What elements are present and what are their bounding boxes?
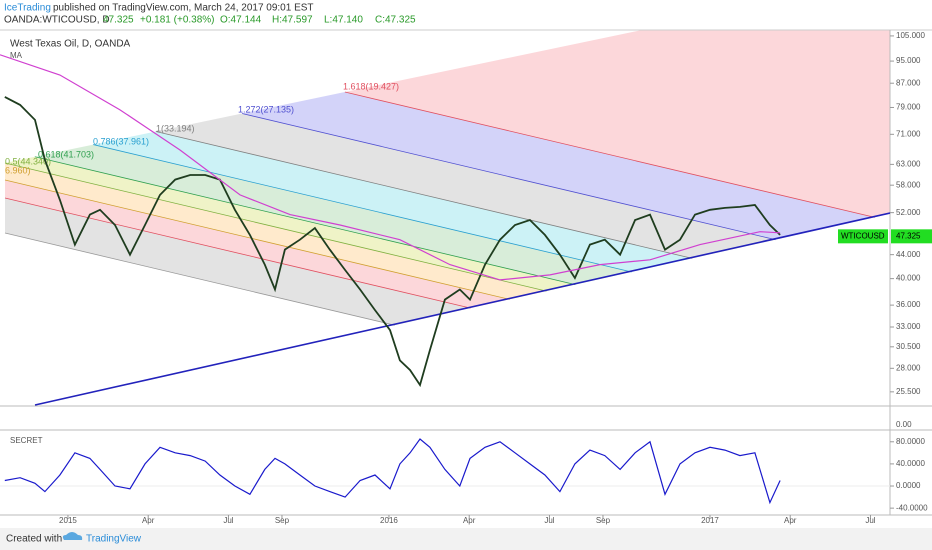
x-tick-label: 2017: [701, 516, 719, 525]
logo: [62, 532, 83, 540]
x-tick-label: Sep: [275, 516, 290, 525]
price: 47.325: [103, 15, 134, 26]
fib-label: 1.272(27.135): [238, 104, 294, 114]
y-tick-label: 71.000: [896, 129, 921, 138]
fib-band: [34, 144, 632, 285]
price-tag: [891, 229, 932, 244]
y-tick-label: 25.500: [896, 387, 921, 396]
fib-line: [4, 197, 471, 309]
fib-label: 1.618(19.427): [343, 81, 399, 91]
fib-line: [4, 232, 395, 326]
y-tick-label: 58.000: [896, 180, 921, 189]
fib-band: [93, 131, 693, 272]
x-tick-label: Apr: [784, 516, 797, 525]
y-tick-label: 80.0000: [896, 437, 925, 446]
fib-line: [93, 144, 632, 273]
fib-line: [155, 131, 693, 259]
y-tick-label: 28.000: [896, 363, 921, 372]
y-tick-label: 0.00: [896, 420, 912, 429]
series-line: [4, 96, 781, 388]
y-tick-label: 95.000: [896, 56, 921, 65]
series-line: [0, 54, 781, 281]
y-tick-label: 63.000: [896, 159, 921, 168]
fib-line: [241, 113, 776, 241]
fib-band: [242, 92, 875, 240]
fib-band: [155, 113, 776, 259]
fib-band: [5, 198, 471, 326]
x-tick-label: Jul: [865, 516, 875, 525]
fib-band: [344, 30, 890, 218]
fib-line: [344, 91, 875, 218]
x-tick-label: Jul: [223, 516, 233, 525]
footer: [0, 528, 932, 550]
trend-line: [34, 212, 891, 406]
footer-text: Created with: [6, 534, 62, 545]
x-tick-label: Apr: [463, 516, 476, 525]
y-tick-label: -40.0000: [896, 503, 928, 512]
author: IceTrading: [4, 3, 51, 14]
y-tick-label: 36.000: [896, 300, 921, 309]
y-tick-label: 40.000: [896, 274, 921, 283]
footer-brand: TradingView: [86, 534, 142, 545]
series-line: [4, 438, 781, 505]
y-tick-label: 33.000: [896, 322, 921, 331]
open: O:47.144: [220, 15, 262, 26]
y-tick-label: 105.000: [896, 31, 925, 40]
fib-label: 0.786(37.961): [93, 136, 149, 146]
fib-label: 6.960): [5, 165, 31, 175]
x-tick-label: Jul: [544, 516, 554, 525]
symbol: OANDA:WTICOUSD, D: [4, 15, 110, 26]
fib-label: 0.5(44.340): [5, 156, 51, 166]
y-tick-label: 30.500: [896, 342, 921, 351]
fib-band: [5, 180, 510, 309]
y-tick-label: 40.0000: [896, 459, 925, 468]
fib-line: [4, 179, 510, 300]
fib-channel: [4, 30, 890, 326]
low: L:47.140: [324, 15, 363, 26]
panel-title: SECRET: [10, 436, 43, 445]
y-tick-label: 52.000: [896, 208, 921, 217]
x-tick-label: 2015: [59, 516, 77, 525]
y-tick-label: 87.000: [896, 78, 921, 87]
fib-label: 1(33.194): [156, 123, 195, 133]
x-tick-label: Sep: [596, 516, 611, 525]
chart-title: West Texas Oil, D, OANDA: [10, 39, 131, 50]
fib-band: [5, 156, 576, 292]
y-tick-label: 0.0000: [896, 481, 921, 490]
price-tag-name: WTICOUSD: [841, 231, 885, 240]
close: C:47.325: [375, 15, 416, 26]
legend-label: MA: [10, 51, 23, 60]
x-tick-label: 2016: [380, 516, 398, 525]
published: published on TradingView.com, March 24, …: [53, 3, 314, 14]
change: +0.181 (+0.38%): [140, 15, 215, 26]
fib-label: 0.618(41.703): [38, 149, 94, 159]
fib-line: [4, 162, 547, 292]
price-tag-value: 47.325: [896, 231, 921, 240]
price-tag: [838, 229, 888, 244]
x-tick-label: Apr: [142, 516, 155, 525]
y-tick-label: 44.000: [896, 250, 921, 259]
y-tick-label: 79.000: [896, 103, 921, 112]
high: H:47.597: [272, 15, 313, 26]
fib-band: [5, 163, 547, 300]
